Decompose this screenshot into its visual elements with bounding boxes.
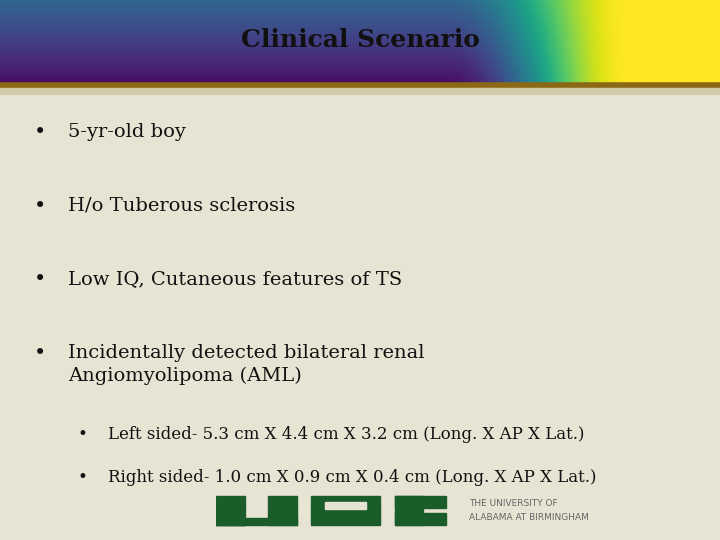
Bar: [268, 496, 297, 525]
Text: •: •: [33, 344, 46, 363]
Text: Left sided- 5.3 cm X 4.4 cm X 3.2 cm (Long. X AP X Lat.): Left sided- 5.3 cm X 4.4 cm X 3.2 cm (Lo…: [108, 427, 585, 443]
Bar: [395, 496, 423, 525]
Bar: [216, 496, 245, 525]
Bar: [311, 496, 380, 525]
Text: 5-yr-old boy: 5-yr-old boy: [68, 124, 186, 141]
Text: Clinical Scenario: Clinical Scenario: [240, 28, 480, 52]
Text: •: •: [78, 469, 88, 485]
Text: •: •: [33, 124, 46, 143]
Text: Right sided- 1.0 cm X 0.9 cm X 0.4 cm (Long. X AP X Lat.): Right sided- 1.0 cm X 0.9 cm X 0.4 cm (L…: [108, 469, 596, 485]
Text: •: •: [33, 271, 46, 289]
Text: THE UNIVERSITY OF: THE UNIVERSITY OF: [469, 498, 558, 508]
Text: ALABAMA AT BIRMINGHAM: ALABAMA AT BIRMINGHAM: [469, 513, 589, 522]
Bar: [325, 502, 366, 509]
Bar: [395, 513, 446, 525]
Bar: [395, 496, 446, 508]
Text: •: •: [33, 197, 46, 216]
Text: •: •: [78, 427, 88, 443]
Bar: [216, 517, 245, 525]
Text: Low IQ, Cutaneous features of TS: Low IQ, Cutaneous features of TS: [68, 271, 402, 288]
Text: Incidentally detected bilateral renal
Angiomyolipoma (AML): Incidentally detected bilateral renal An…: [68, 344, 425, 385]
Bar: [216, 517, 297, 525]
Bar: [0, 85, 720, 94]
Text: H/o Tuberous sclerosis: H/o Tuberous sclerosis: [68, 197, 296, 215]
